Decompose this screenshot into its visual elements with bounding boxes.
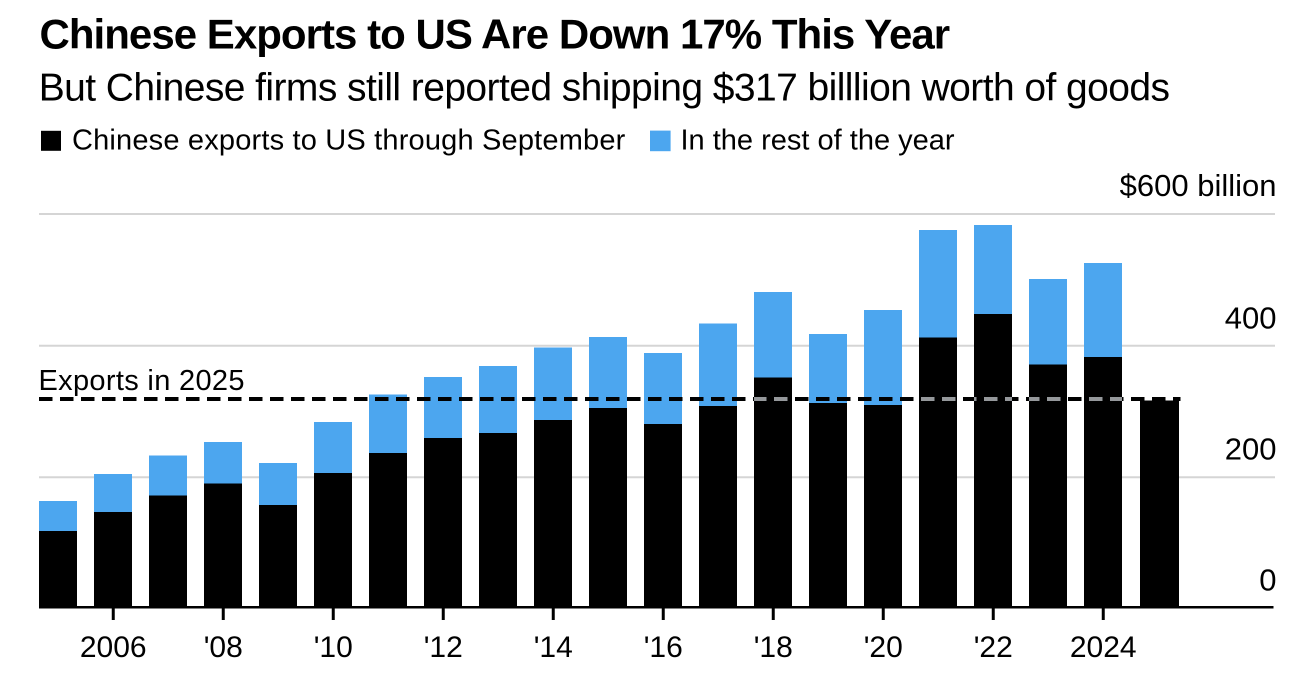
svg-text:'12: '12 [424, 631, 463, 664]
svg-text:'08: '08 [204, 631, 243, 664]
svg-text:But Chinese firms still report: But Chinese firms still reported shippin… [39, 66, 1170, 109]
svg-text:Exports in 2025: Exports in 2025 [39, 365, 245, 397]
svg-text:Chinese exports to US through: Chinese exports to US through September [72, 125, 626, 157]
svg-text:2006: 2006 [80, 631, 147, 664]
svg-text:'20: '20 [864, 631, 903, 664]
svg-text:'22: '22 [974, 631, 1013, 664]
svg-text:200: 200 [1225, 432, 1277, 467]
svg-text:In the rest of the year: In the rest of the year [681, 125, 955, 157]
svg-text:'10: '10 [314, 631, 353, 664]
svg-text:'14: '14 [534, 631, 573, 664]
svg-text:$600 billion: $600 billion [1120, 168, 1277, 203]
svg-text:Chinese Exports to US Are Down: Chinese Exports to US Are Down 17% This … [40, 11, 950, 58]
svg-text:'18: '18 [754, 631, 793, 664]
svg-text:0: 0 [1259, 563, 1276, 598]
svg-text:'16: '16 [644, 631, 683, 664]
svg-text:2024: 2024 [1070, 631, 1137, 664]
svg-text:400: 400 [1225, 301, 1277, 336]
